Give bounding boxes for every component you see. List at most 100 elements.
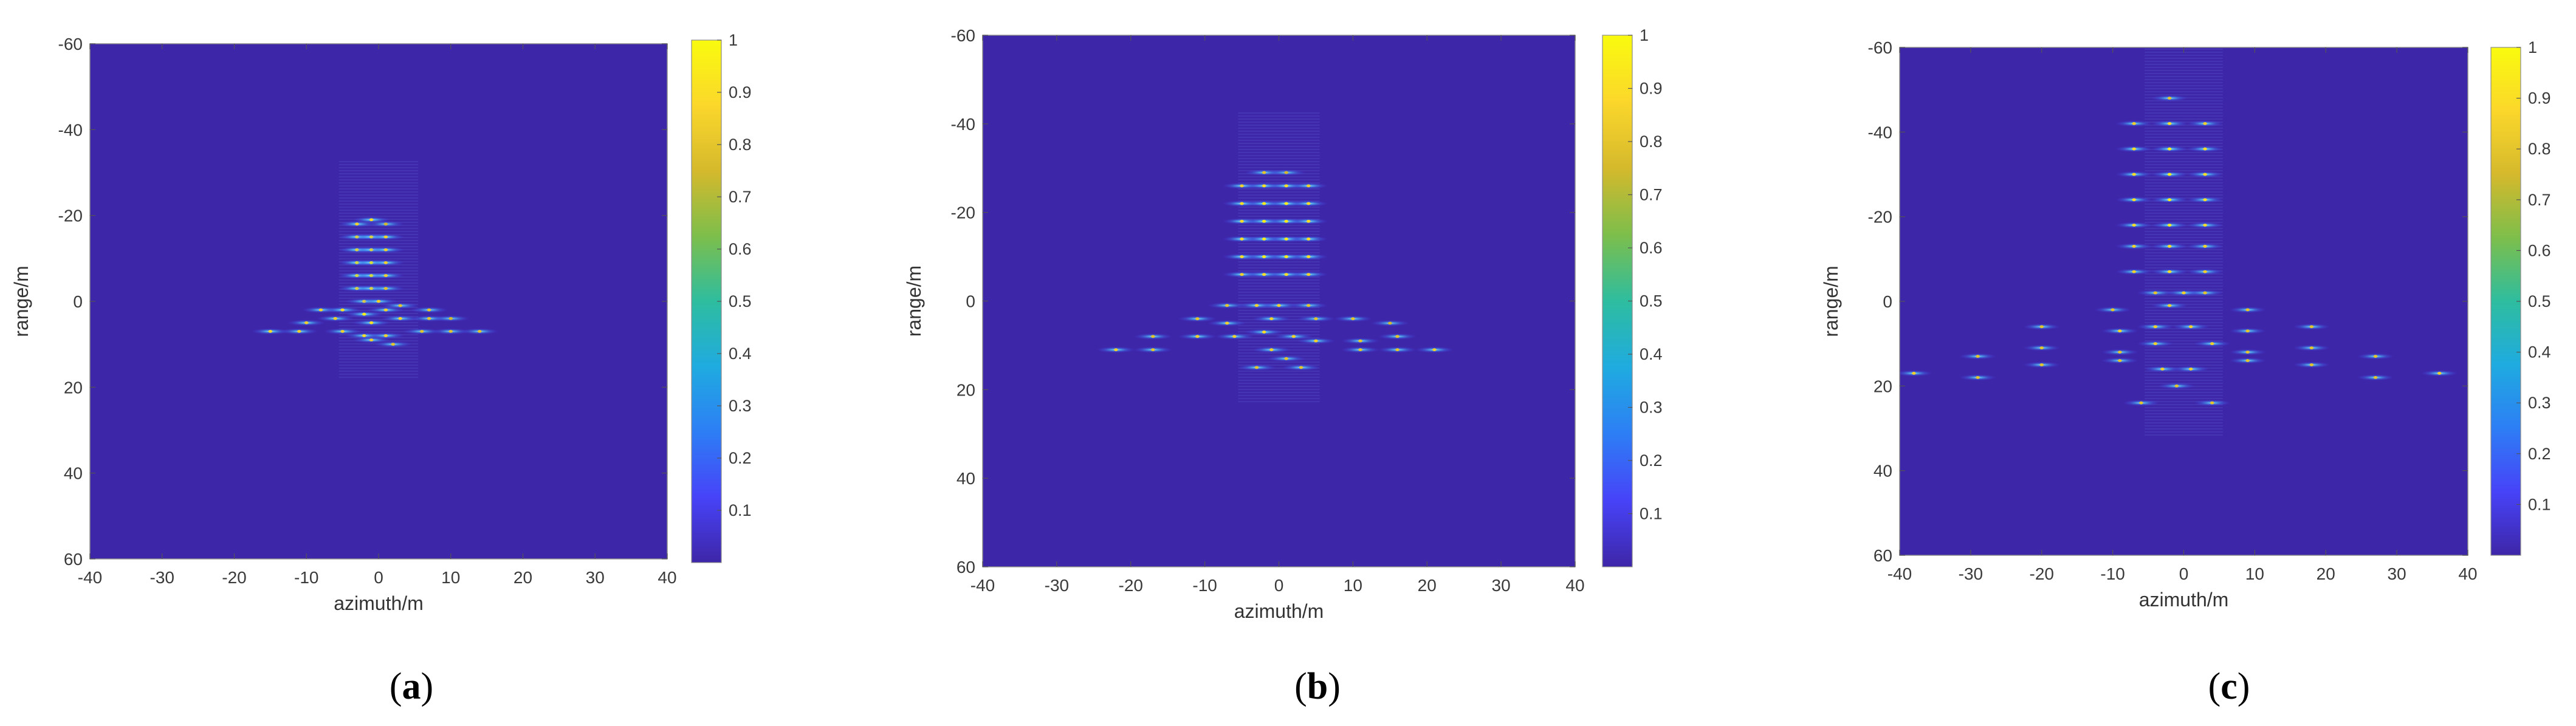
scatter-point	[1358, 348, 1362, 352]
colorbar-tick-label: 0.2	[1640, 451, 1663, 470]
scatter-point	[2373, 355, 2378, 358]
x-tick-label: -10	[1192, 576, 1217, 595]
plot-area	[1096, 110, 1454, 403]
x-tick-label: -20	[222, 568, 246, 587]
scatter-point	[376, 300, 381, 303]
scatter-point	[1307, 304, 1311, 307]
scatter-point	[1976, 376, 1980, 379]
y-tick-label: 40	[1874, 462, 1892, 481]
y-axis-label: range/m	[903, 265, 925, 337]
x-tick-label: 40	[2458, 564, 2477, 583]
scatter-point	[1240, 273, 1244, 276]
scatter-point	[2188, 325, 2193, 329]
scatter-point	[2203, 173, 2207, 176]
scatter-point	[1269, 348, 1274, 352]
y-tick-label: 0	[1883, 292, 1892, 311]
scatter-point	[2210, 401, 2214, 405]
x-tick-label: 20	[2317, 564, 2335, 583]
colorbar-tick-label: 0.4	[2528, 343, 2551, 361]
scatter-point	[362, 312, 366, 316]
scatter-point	[1262, 255, 1266, 258]
scatter-point	[1284, 238, 1288, 241]
scatter-point	[1262, 171, 1266, 174]
scatter-point	[2167, 245, 2172, 248]
colorbar-tick-label: 0.3	[1640, 399, 1663, 417]
scatter-point	[383, 261, 388, 264]
scatter-point	[391, 343, 395, 346]
x-tick-label: 0	[2179, 564, 2189, 583]
scatter-point	[2167, 173, 2172, 176]
y-tick-label: 60	[957, 558, 975, 577]
scatter-point	[1240, 255, 1244, 258]
scatter-point	[2203, 270, 2207, 273]
y-tick-label: -20	[1868, 208, 1892, 227]
colorbar	[2490, 47, 2521, 556]
scatter-point	[2167, 122, 2172, 125]
scatter-point	[369, 218, 374, 222]
plot-area	[252, 159, 499, 379]
scatter-point	[1262, 273, 1266, 276]
scatter-point	[1307, 202, 1311, 205]
scatter-point	[1358, 339, 1362, 343]
scatter-point	[427, 308, 431, 312]
scatter-point	[268, 330, 273, 333]
y-tick-label: -40	[1868, 123, 1892, 142]
colorbar-tick-label: 1	[1640, 26, 1649, 44]
scatter-point	[318, 308, 323, 312]
scatter-point	[362, 334, 366, 337]
scatter-point	[2203, 245, 2207, 248]
scatter-point	[1299, 366, 1303, 369]
y-tick-label: 60	[1874, 546, 1892, 565]
panel-label: (c)	[2208, 666, 2250, 707]
scatter-point	[1307, 238, 1311, 241]
colorbar-tick-label: 0.1	[1640, 505, 1663, 523]
scatter-point	[2039, 325, 2044, 329]
scatter-point	[2437, 372, 2442, 375]
scatter-point	[1262, 202, 1266, 205]
colorbar	[691, 39, 722, 563]
scatter-point	[1284, 202, 1288, 205]
scatter-point	[340, 330, 345, 333]
scatter-point	[427, 317, 431, 320]
scatter-point	[2132, 270, 2136, 273]
colorbar-tick-label: 0.6	[729, 240, 752, 258]
y-tick-label: 60	[64, 550, 83, 569]
scatter-point	[2132, 147, 2136, 151]
scatter-point	[2203, 291, 2207, 295]
x-tick-label: -30	[1045, 576, 1069, 595]
scatter-point	[2118, 359, 2122, 362]
x-tick-label: 0	[374, 568, 383, 587]
scatter-point	[2210, 342, 2214, 346]
scatter-point	[333, 317, 337, 320]
scatter-point	[420, 330, 424, 333]
scatter-point	[2132, 198, 2136, 202]
scatter-point	[369, 321, 374, 324]
scatter-point	[383, 274, 388, 277]
scatter-point	[2153, 342, 2157, 346]
scatter-point	[1395, 348, 1400, 352]
y-tick-label: 0	[966, 292, 975, 311]
y-tick-label: -60	[58, 35, 83, 53]
scatter-point	[383, 248, 388, 252]
y-tick-label: 20	[957, 380, 975, 399]
scatter-point	[2132, 224, 2136, 227]
scatter-point	[1388, 321, 1392, 325]
scatter-point	[448, 330, 453, 333]
scatter-point	[1912, 372, 1916, 375]
colorbar-tick-label: 1	[729, 31, 738, 49]
scatter-point	[1240, 202, 1244, 205]
scatter-point	[1224, 304, 1229, 307]
scatter-point	[1224, 321, 1229, 325]
y-tick-label: -60	[951, 26, 975, 45]
scatter-point	[2203, 147, 2207, 151]
scatter-point	[1254, 366, 1259, 369]
scatter-point	[1284, 357, 1288, 360]
colorbar-tick-label: 0.4	[729, 344, 752, 363]
x-tick-label: 10	[1344, 576, 1362, 595]
scatter-point	[2188, 368, 2193, 371]
scatter-point	[2167, 270, 2172, 273]
scatter-point	[1284, 255, 1288, 258]
scatter-point	[2132, 122, 2136, 125]
scatter-point	[2309, 346, 2314, 350]
y-tick-label: -40	[58, 120, 83, 139]
